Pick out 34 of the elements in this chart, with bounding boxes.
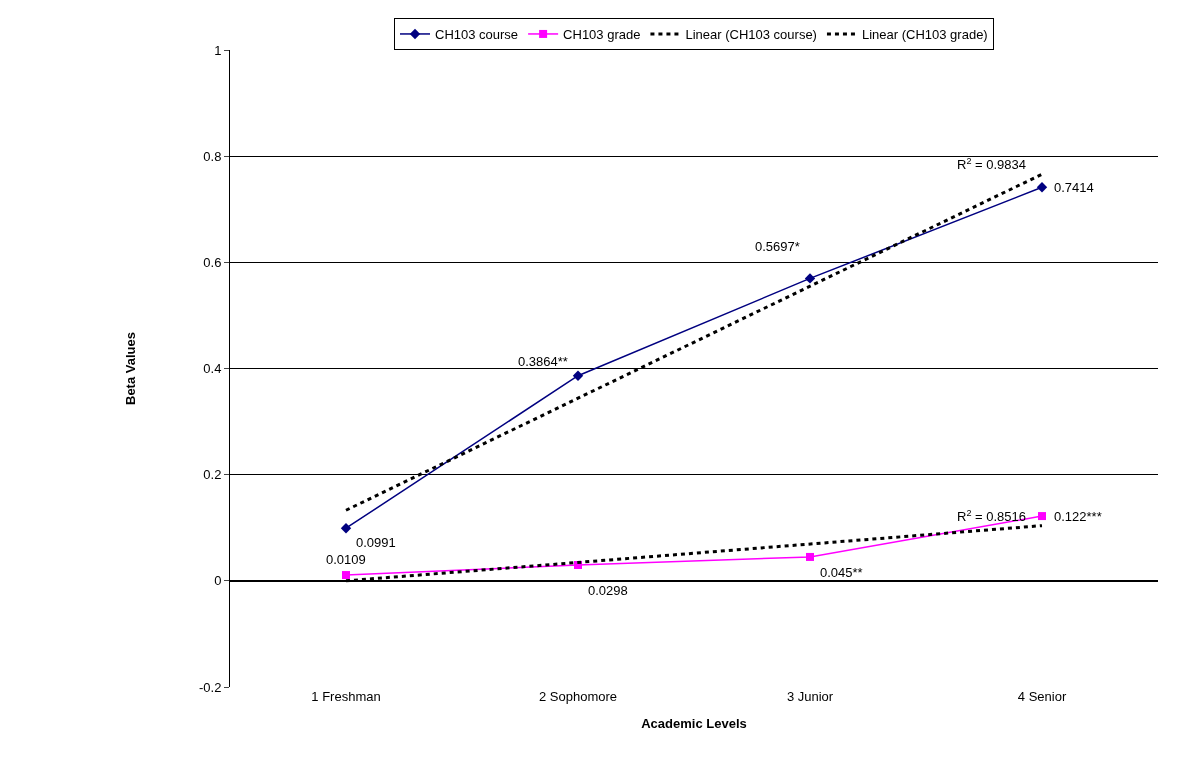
data-label: 0.045** — [820, 565, 863, 580]
data-label: 0.0298 — [588, 583, 628, 598]
data-label: 0.5697* — [755, 239, 800, 254]
x-tick-label: 1 Freshman — [311, 689, 381, 704]
y-tick-label: 0.4 — [203, 361, 222, 377]
point — [342, 571, 350, 580]
legend-label: Linear (CH103 grade) — [861, 27, 988, 43]
y-tick-label: 0.2 — [203, 467, 222, 483]
point — [804, 273, 816, 284]
annotation: R$^{2}$ = 0.8516 — [957, 508, 1027, 525]
data-label: 0.0991 — [356, 535, 396, 550]
x-tick-label: 4 Senior — [1017, 689, 1067, 704]
point — [1038, 512, 1046, 521]
y-tick-label: -0.2 — [198, 679, 222, 695]
legend-label: Linear (CH103 course) — [685, 27, 817, 43]
x-tick-label: 2 Sophomore — [538, 689, 618, 704]
y-tick-label: 0.6 — [203, 254, 222, 270]
legend-label: CH103 grade — [563, 27, 641, 43]
point — [1036, 182, 1048, 193]
legend-label: CH103 course — [435, 27, 519, 43]
data-label: 0.0109 — [326, 552, 366, 567]
data-label: 0.3864** — [518, 354, 568, 369]
y-tick-label: 0 — [214, 573, 222, 589]
data-label: 0.7414 — [1054, 180, 1094, 195]
y-tick-label: 1 — [214, 42, 222, 58]
point — [806, 552, 814, 561]
x-tick-label: 3 Junior — [786, 689, 834, 704]
data-label: 0.122*** — [1054, 509, 1102, 524]
point — [340, 523, 352, 534]
y-axis-title: Beta Values — [122, 332, 138, 405]
point — [572, 370, 584, 381]
annotation: R$^{2}$ = 0.9834 — [957, 156, 1027, 173]
x-axis-title: Academic Levels — [641, 715, 747, 731]
y-tick-label: 0.8 — [203, 148, 222, 164]
